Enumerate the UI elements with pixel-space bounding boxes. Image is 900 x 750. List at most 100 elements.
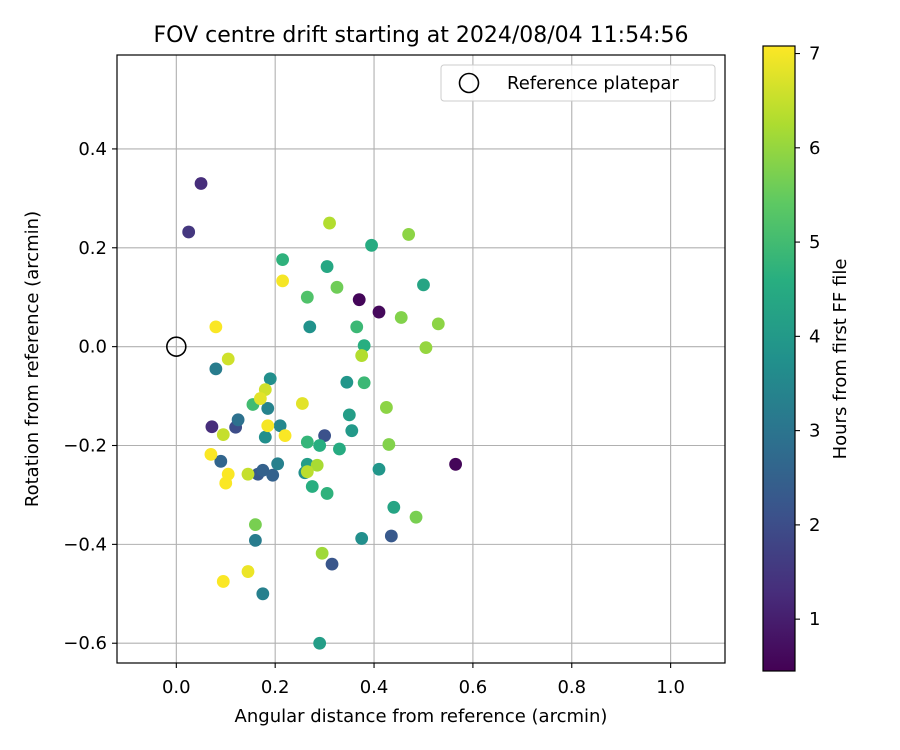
data-point [263,372,277,386]
y-tick-label: 0.4 [78,139,107,160]
data-point [305,480,319,493]
data-point [194,177,208,190]
data-point [379,401,393,414]
data-point [205,420,219,434]
data-point [409,510,423,524]
data-point [295,397,309,410]
data-point [355,349,369,362]
data-point [261,419,275,433]
data-point [253,392,267,405]
data-point [276,274,289,288]
data-point [221,352,235,366]
data-point [372,305,386,319]
data-point [258,430,272,444]
legend-open-circle-icon [458,72,480,94]
data-point [417,278,430,292]
plot-frame [116,54,726,664]
data-point [419,341,433,355]
x-tick-label: 0.0 [162,677,191,698]
colorbar-tick-label: 2 [809,515,820,536]
data-point [350,320,364,334]
data-point [249,534,262,547]
y-tick-label: −0.4 [63,534,107,555]
data-point [214,454,228,468]
data-point [266,468,280,482]
data-point [278,429,292,443]
data-point [357,376,371,390]
data-point [323,216,336,230]
data-point [241,565,255,578]
data-point [303,320,317,334]
data-point [300,290,314,304]
data-point [384,529,398,543]
data-point [241,467,255,481]
grid-lines [117,55,725,663]
data-point [342,408,356,422]
y-tick-label: 0.2 [78,238,107,259]
data-point [204,448,218,461]
data-point [365,238,378,252]
colorbar-ticks: 1 2 3 4 5 6 7 [795,44,820,630]
data-point [219,476,233,490]
data-point [431,317,445,331]
legend: Reference platepar [440,64,716,102]
data-point [273,419,287,433]
data-point [387,500,401,514]
data-point [310,458,324,472]
data-point [449,457,463,471]
data-point [261,402,275,415]
data-point [382,438,396,451]
data-point [231,413,245,427]
data-point [325,557,339,571]
data-point [320,260,334,273]
reference-platepar-marker [166,336,187,357]
y-tick-label: −0.6 [63,633,107,654]
data-point [330,280,344,294]
colorbar-tick-label: 7 [809,44,820,65]
x-axis-label: Angular distance from reference (arcmin) [235,706,608,727]
data-point [355,532,369,545]
y-tick-label: 0.0 [78,337,107,358]
data-point [209,362,223,376]
colorbar-tick-label: 5 [809,232,820,253]
data-point [256,463,270,477]
data-point [357,339,371,353]
data-point [216,575,230,588]
colorbar-tick-label: 3 [809,421,820,442]
colorbar-gradient [762,45,796,672]
data-point [300,435,314,449]
data-point [352,293,366,307]
data-point [256,587,270,601]
data-point [320,487,334,500]
data-point [394,311,408,324]
data-point [340,375,354,389]
colorbar-label: Hours from first FF file [830,259,851,460]
colorbar-tick-label: 6 [809,138,820,159]
data-points [182,177,463,650]
data-point [315,546,329,560]
y-axis-ticks: 0.4 0.2 0.0 −0.2 −0.4 −0.6 [63,139,117,654]
x-tick-label: 0.6 [459,677,488,698]
x-tick-label: 0.4 [360,677,389,698]
chart-title: FOV centre drift starting at 2024/08/04 … [154,23,689,48]
x-tick-label: 0.8 [557,677,586,698]
data-point [372,462,386,476]
data-point [313,439,327,452]
data-point [276,253,289,267]
data-point [300,465,314,479]
data-point [216,428,230,442]
data-point [209,320,223,334]
data-point [318,429,332,443]
colorbar-tick-label: 4 [809,326,820,347]
x-axis-ticks: 0.0 0.2 0.4 0.6 0.8 1.0 [162,663,685,698]
x-tick-label: 1.0 [656,677,685,698]
colorbar: 1 2 3 4 5 6 7 Hours from first FF file [762,44,851,672]
data-point [333,442,346,456]
data-point [249,518,262,531]
data-point [182,225,196,239]
data-point [345,424,359,438]
x-tick-label: 0.2 [261,677,290,698]
data-point [313,636,327,650]
colorbar-tick-label: 1 [809,609,820,630]
